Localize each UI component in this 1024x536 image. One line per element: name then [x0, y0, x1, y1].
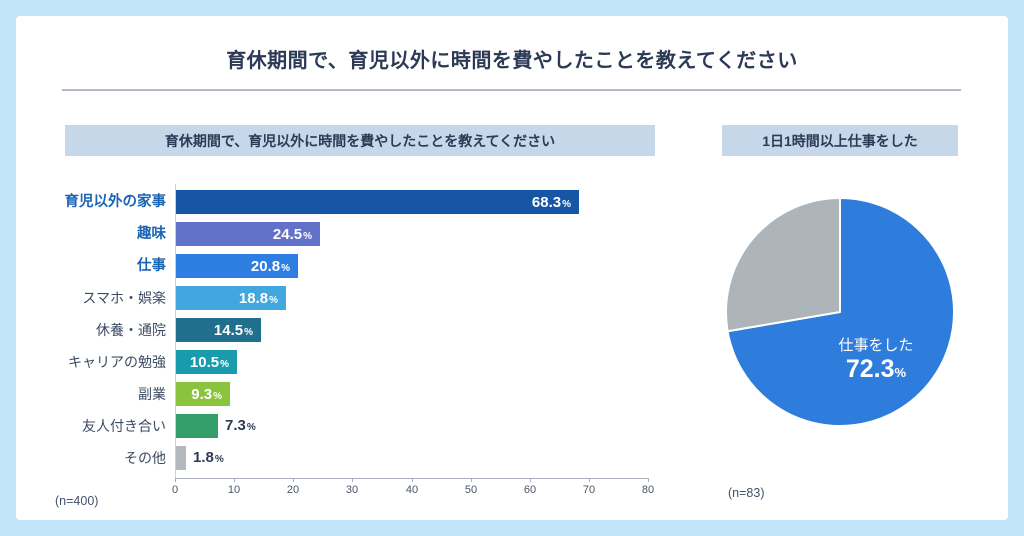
bar-segment [175, 414, 218, 438]
x-axis-tick-label: 60 [523, 484, 537, 496]
bar-segment: 9.3% [175, 382, 230, 406]
bar-value-label: 24.5% [273, 226, 312, 243]
bar-category-label: 趣味 [137, 226, 166, 242]
bar-value-percent-sign: % [220, 358, 229, 370]
bar-value-label: 18.8% [239, 290, 278, 307]
x-axis-tick-label: 40 [405, 484, 419, 496]
pie-value-percent-sign: % [895, 365, 907, 380]
x-axis-tick [648, 478, 649, 482]
bar-value-number: 10.5 [189, 353, 220, 371]
pie-slice-other [725, 197, 841, 333]
x-axis-tick-label: 10 [227, 484, 241, 496]
x-axis-tick [471, 478, 472, 482]
bar-value-number: 24.5 [272, 225, 303, 243]
bar-value-percent-sign: % [244, 326, 253, 338]
y-axis-line [175, 184, 176, 478]
bar-value-percent-sign: % [214, 454, 224, 465]
bar-chart-header: 育休期間で、育児以外に時間を費やしたことを教えてください [65, 125, 655, 156]
x-axis-tick [352, 478, 353, 482]
page-title: 育休期間で、育児以外に時間を費やしたことを教えてください [226, 50, 798, 72]
pie-chart-sample-size: (n=83) [728, 486, 765, 500]
bar-value-label: 1.8% [193, 446, 224, 470]
x-axis-tick-label: 80 [641, 484, 655, 496]
infographic-card: 育休期間で、育児以外に時間を費やしたことを教えてください 育休期間で、育児以外に… [16, 16, 1008, 520]
bar-value-label: 20.8% [251, 258, 290, 275]
bar-category-label: 育児以外の家事 [64, 194, 167, 210]
x-axis-tick [530, 478, 531, 482]
pie-slice-text-label: 仕事をした [838, 337, 913, 354]
bar-value-percent-sign: % [213, 390, 222, 402]
x-axis-tick [412, 478, 413, 482]
bar-value-percent-sign: % [562, 198, 571, 210]
bar-value-percent-sign: % [246, 422, 256, 433]
bar-segment: 68.3% [175, 190, 579, 214]
bar-value-label: 7.3% [225, 414, 256, 438]
bar-value-number: 9.3 [191, 385, 213, 403]
x-axis-tick-label: 70 [582, 484, 596, 496]
bar-chart-sample-size: (n=400) [55, 494, 99, 508]
bar-value-percent-sign: % [281, 262, 290, 274]
bar-category-label: その他 [124, 450, 166, 466]
x-axis-tick [234, 478, 235, 482]
bar-category-label: 友人付き合い [82, 418, 166, 434]
bar-category-label: 仕事 [137, 258, 166, 274]
bar-value-label: 14.5% [214, 322, 253, 339]
bar-category-label: キャリアの勉強 [68, 354, 166, 370]
x-axis-tick-label: 20 [286, 484, 300, 496]
title-divider [62, 89, 961, 91]
bar-value-label: 9.3% [191, 386, 222, 403]
bar-value-number: 1.8 [193, 449, 214, 466]
x-axis-tick-label: 30 [345, 484, 359, 496]
bar-category-label: スマホ・娯楽 [82, 290, 166, 306]
x-axis-tick-label: 0 [171, 484, 179, 496]
bar-category-label: 休養・通院 [96, 322, 166, 338]
bar-category-label: 副業 [138, 386, 166, 402]
bar-segment: 14.5% [175, 318, 261, 342]
bar-segment: 20.8% [175, 254, 298, 278]
x-axis-tick-label: 50 [464, 484, 478, 496]
bar-value-number: 18.8 [238, 289, 269, 307]
bar-value-label: 10.5% [190, 354, 229, 371]
x-axis-tick [293, 478, 294, 482]
bar-value-percent-sign: % [269, 294, 278, 306]
pie-chart-header: 1日1時間以上仕事をした [722, 125, 958, 156]
bar-value-percent-sign: % [303, 230, 312, 242]
bar-value-number: 14.5 [213, 321, 244, 339]
bar-segment: 18.8% [175, 286, 286, 310]
bar-value-label: 68.3% [532, 194, 571, 211]
x-axis-tick [175, 478, 176, 482]
bar-segment: 24.5% [175, 222, 320, 246]
bar-value-number: 7.3 [225, 417, 246, 434]
bar-segment [175, 446, 186, 470]
bar-value-number: 68.3 [531, 193, 562, 211]
x-axis-tick [589, 478, 590, 482]
bar-value-number: 20.8 [250, 257, 281, 275]
bar-segment: 10.5% [175, 350, 237, 374]
